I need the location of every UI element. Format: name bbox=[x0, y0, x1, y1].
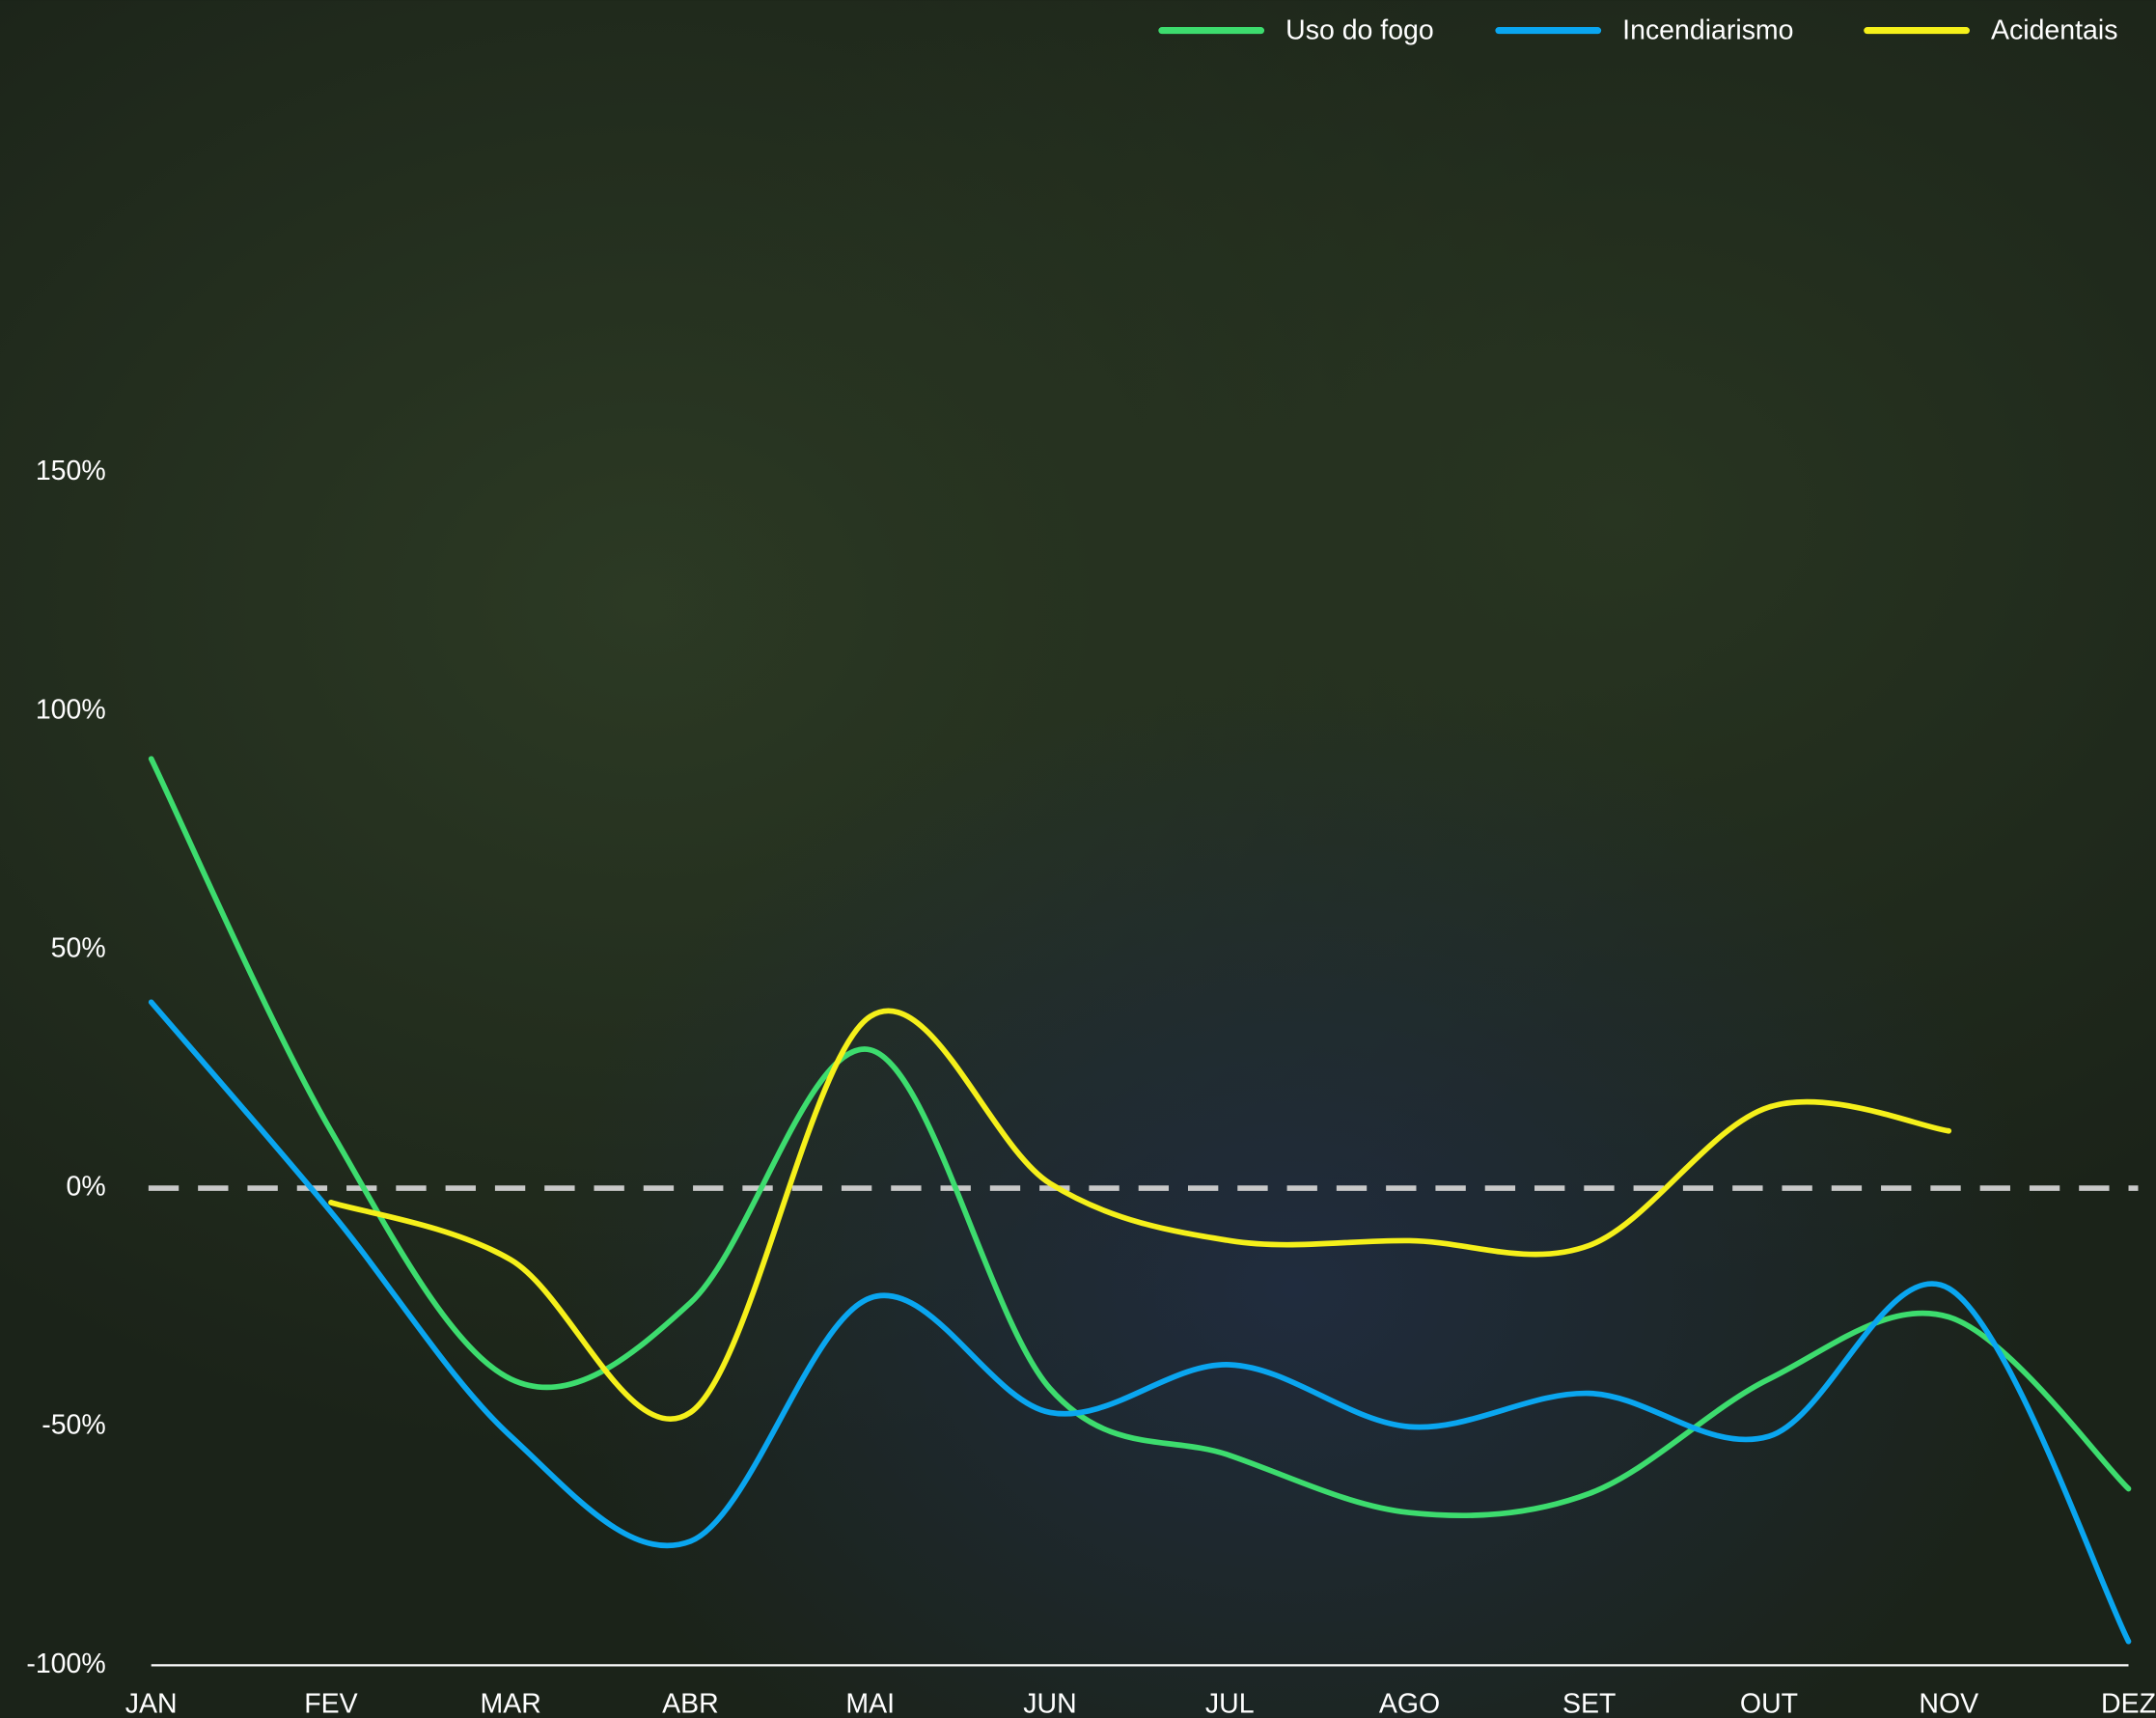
x-tick-label: NOV bbox=[1919, 1688, 1978, 1718]
y-tick-label: 0% bbox=[67, 1172, 106, 1203]
y-tick-label: -100% bbox=[26, 1649, 105, 1679]
x-tick-label: FEV bbox=[304, 1688, 357, 1718]
series-line bbox=[148, 756, 2132, 1519]
legend-label: Uso do fogo bbox=[1285, 15, 1434, 46]
x-tick-label: JUN bbox=[1023, 1688, 1076, 1718]
x-tick-label: AGO bbox=[1379, 1688, 1440, 1718]
legend-label: Incendiarismo bbox=[1622, 15, 1793, 46]
series-line bbox=[148, 999, 2132, 1645]
x-tick-label: MAI bbox=[845, 1688, 895, 1718]
x-tick-label: OUT bbox=[1740, 1688, 1798, 1718]
x-tick-label: JAN bbox=[125, 1688, 178, 1718]
y-tick-label: 50% bbox=[51, 932, 106, 963]
y-tick-label: 150% bbox=[36, 456, 106, 486]
legend-label: Acidentais bbox=[1991, 15, 2117, 46]
plot: -100% -50% 0% 50% 100% 150% JAN FEV MAR ABR MAI JUN… bbox=[26, 15, 2156, 1718]
x-tick-label: MAR bbox=[481, 1688, 541, 1718]
series-line bbox=[328, 1008, 1952, 1423]
y-tick-label: -50% bbox=[41, 1410, 106, 1441]
x-tick-label: ABR bbox=[662, 1688, 719, 1718]
y-tick-label: 100% bbox=[36, 694, 106, 725]
x-tick-label: DEZ bbox=[2101, 1688, 2156, 1718]
x-tick-label: JUL bbox=[1205, 1688, 1255, 1718]
x-tick-label: SET bbox=[1562, 1688, 1616, 1718]
